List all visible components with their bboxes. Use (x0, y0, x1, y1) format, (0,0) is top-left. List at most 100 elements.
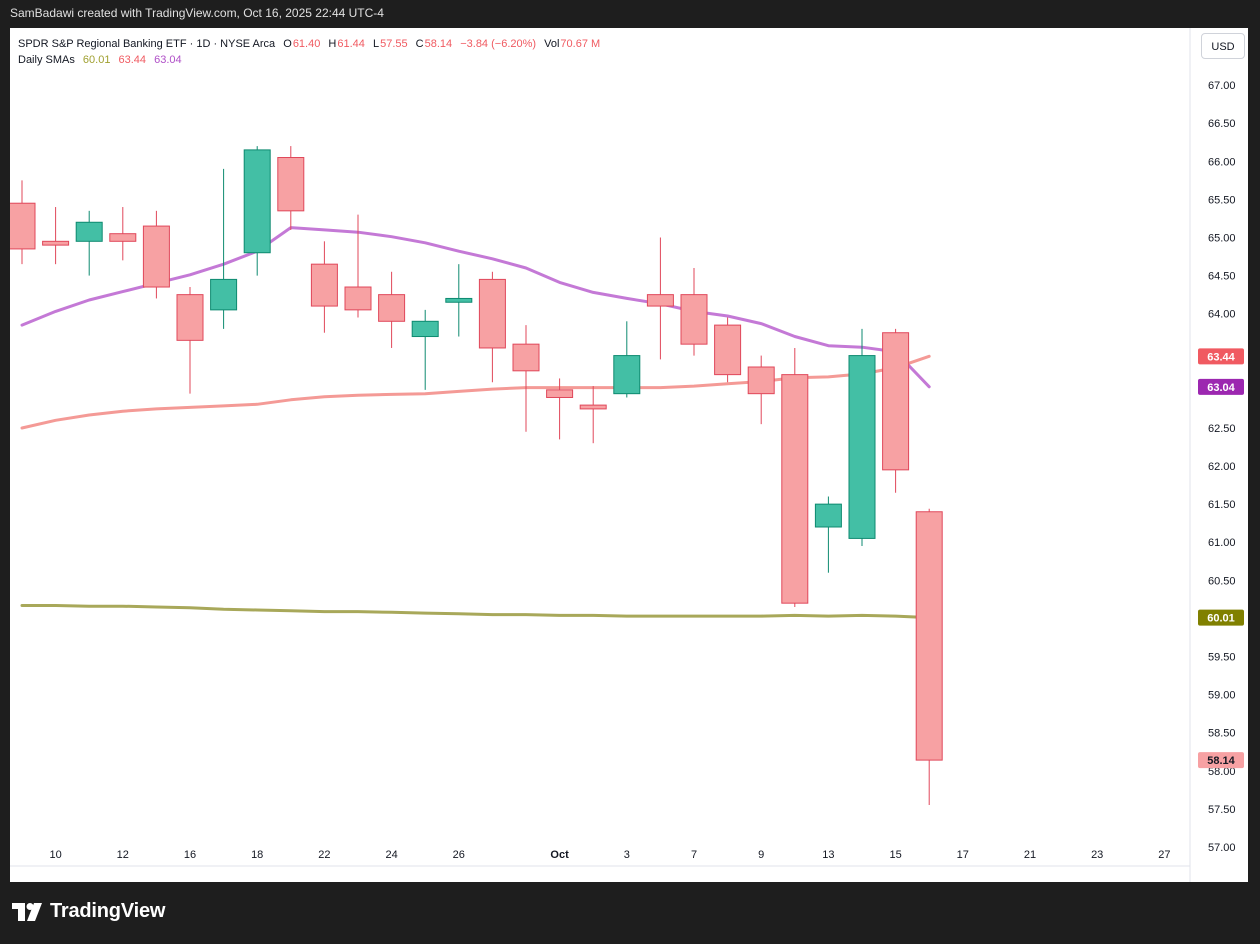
y-tick-label: 64.00 (1208, 309, 1236, 321)
price-tag (1198, 378, 1244, 395)
x-tick-label: 12 (117, 849, 129, 861)
candle-body (814, 503, 842, 528)
sma-label[interactable]: Daily SMAs (18, 54, 75, 66)
y-tick-label: 58.50 (1208, 728, 1236, 740)
footer: TradingView (0, 882, 1260, 944)
y-tick-label: 57.00 (1208, 842, 1236, 854)
candle-body (109, 233, 137, 242)
legend-row-sma: Daily SMAs 60.01 63.44 63.04 (18, 52, 600, 68)
candle-body (680, 294, 708, 345)
y-tick-label: 65.50 (1208, 194, 1236, 206)
y-tick-label: 62.00 (1208, 461, 1236, 473)
candle-body (243, 149, 271, 254)
candle-body (613, 355, 641, 395)
price-tag-label: 63.04 (1207, 382, 1235, 394)
chart-legend: SPDR S&P Regional Banking ETF · 1D · NYS… (18, 36, 600, 68)
credit-text: SamBadawi created with TradingView.com, … (10, 6, 384, 20)
price-tag-label: 58.14 (1207, 755, 1235, 767)
y-tick-label: 58.00 (1208, 766, 1236, 778)
candle-body (75, 221, 103, 242)
x-tick-label: 9 (758, 849, 764, 861)
x-tick-label: 16 (184, 849, 196, 861)
y-tick-label: 61.00 (1208, 537, 1236, 549)
x-tick-label: 3 (624, 849, 630, 861)
x-tick-label: 21 (1024, 849, 1036, 861)
candle-body (848, 355, 876, 539)
y-tick-label: 66.00 (1208, 156, 1236, 168)
candle-body (176, 294, 204, 341)
sma-line (20, 354, 931, 430)
candle-body (646, 294, 674, 307)
low-value: 57.55 (380, 38, 408, 50)
y-tick-label: 59.50 (1208, 652, 1236, 664)
chart-canvas[interactable]: 57.0057.5058.0058.5059.0059.5060.0060.50… (10, 28, 1248, 882)
candle-body (512, 343, 540, 372)
currency-button[interactable]: USD (1201, 33, 1245, 59)
candle-body (10, 202, 36, 250)
y-tick-label: 59.00 (1208, 690, 1236, 702)
volume-value: 70.67 M (560, 38, 601, 50)
candle-body (915, 511, 943, 761)
legend-row-symbol: SPDR S&P Regional Banking ETF · 1D · NYS… (18, 36, 600, 52)
y-tick-label: 62.50 (1208, 423, 1236, 435)
y-tick-label: 60.50 (1208, 575, 1236, 587)
x-tick-label: 10 (49, 849, 61, 861)
y-tick-label: 65.00 (1208, 233, 1236, 245)
price-tag (1198, 348, 1244, 365)
candle-body (411, 320, 439, 338)
candle-body (310, 263, 338, 307)
x-tick-label: 24 (385, 849, 397, 861)
y-tick-label: 61.50 (1208, 499, 1236, 511)
close-label: C (415, 38, 424, 50)
candle-body (42, 240, 70, 246)
x-tick-label: 15 (889, 849, 901, 861)
candle-body (747, 366, 775, 395)
candle-body (277, 157, 305, 212)
candle-body (445, 297, 473, 303)
candle-body (478, 278, 506, 349)
candle-body (882, 332, 910, 471)
sma-olive-value: 60.01 (82, 54, 111, 66)
y-tick-label: 67.00 (1208, 80, 1236, 92)
tradingview-logo-icon (12, 902, 42, 921)
candle-body (142, 225, 170, 288)
x-tick-label: 27 (1158, 849, 1170, 861)
sma-line (20, 604, 931, 620)
candle-body (210, 278, 238, 311)
sma-salmon-value: 63.44 (118, 54, 147, 66)
candle-body (579, 404, 607, 410)
close-value: 58.14 (424, 38, 453, 50)
price-tag-label: 60.01 (1207, 613, 1235, 625)
x-tick-label: 17 (957, 849, 969, 861)
y-tick-label: 57.50 (1208, 804, 1236, 816)
symbol-name[interactable]: SPDR S&P Regional Banking ETF · 1D · NYS… (18, 38, 276, 50)
candle-body (344, 286, 372, 311)
candle-body (781, 374, 809, 604)
price-tag-label: 63.44 (1207, 351, 1235, 363)
open-value: 61.40 (292, 38, 321, 50)
top-bar: SamBadawi created with TradingView.com, … (0, 0, 1260, 28)
y-tick-label: 64.50 (1208, 271, 1236, 283)
low-label: L (372, 38, 380, 50)
chart-panel[interactable]: 57.0057.5058.0058.5059.0059.5060.0060.50… (10, 28, 1248, 882)
x-tick-label: Oct (550, 849, 569, 861)
tradingview-logo[interactable]: TradingView (12, 900, 165, 923)
high-label: H (328, 38, 337, 50)
y-tick-label: 66.50 (1208, 118, 1236, 130)
x-tick-label: 13 (822, 849, 834, 861)
change-value: −3.84 (−6.20%) (460, 38, 537, 50)
x-tick-label: 22 (318, 849, 330, 861)
x-tick-label: 18 (251, 849, 263, 861)
high-value: 61.44 (337, 38, 365, 50)
price-tag (1198, 752, 1244, 769)
volume-label: Vol (544, 38, 560, 50)
x-tick-label: 23 (1091, 849, 1103, 861)
x-tick-label: 26 (453, 849, 465, 861)
x-tick-label: 7 (691, 849, 697, 861)
price-tag (1198, 609, 1244, 626)
open-label: O (283, 38, 292, 50)
sma-purple-value: 63.04 (154, 54, 182, 66)
candle-body (546, 389, 574, 398)
tradingview-brand: TradingView (50, 900, 166, 922)
sma-line (20, 226, 931, 389)
